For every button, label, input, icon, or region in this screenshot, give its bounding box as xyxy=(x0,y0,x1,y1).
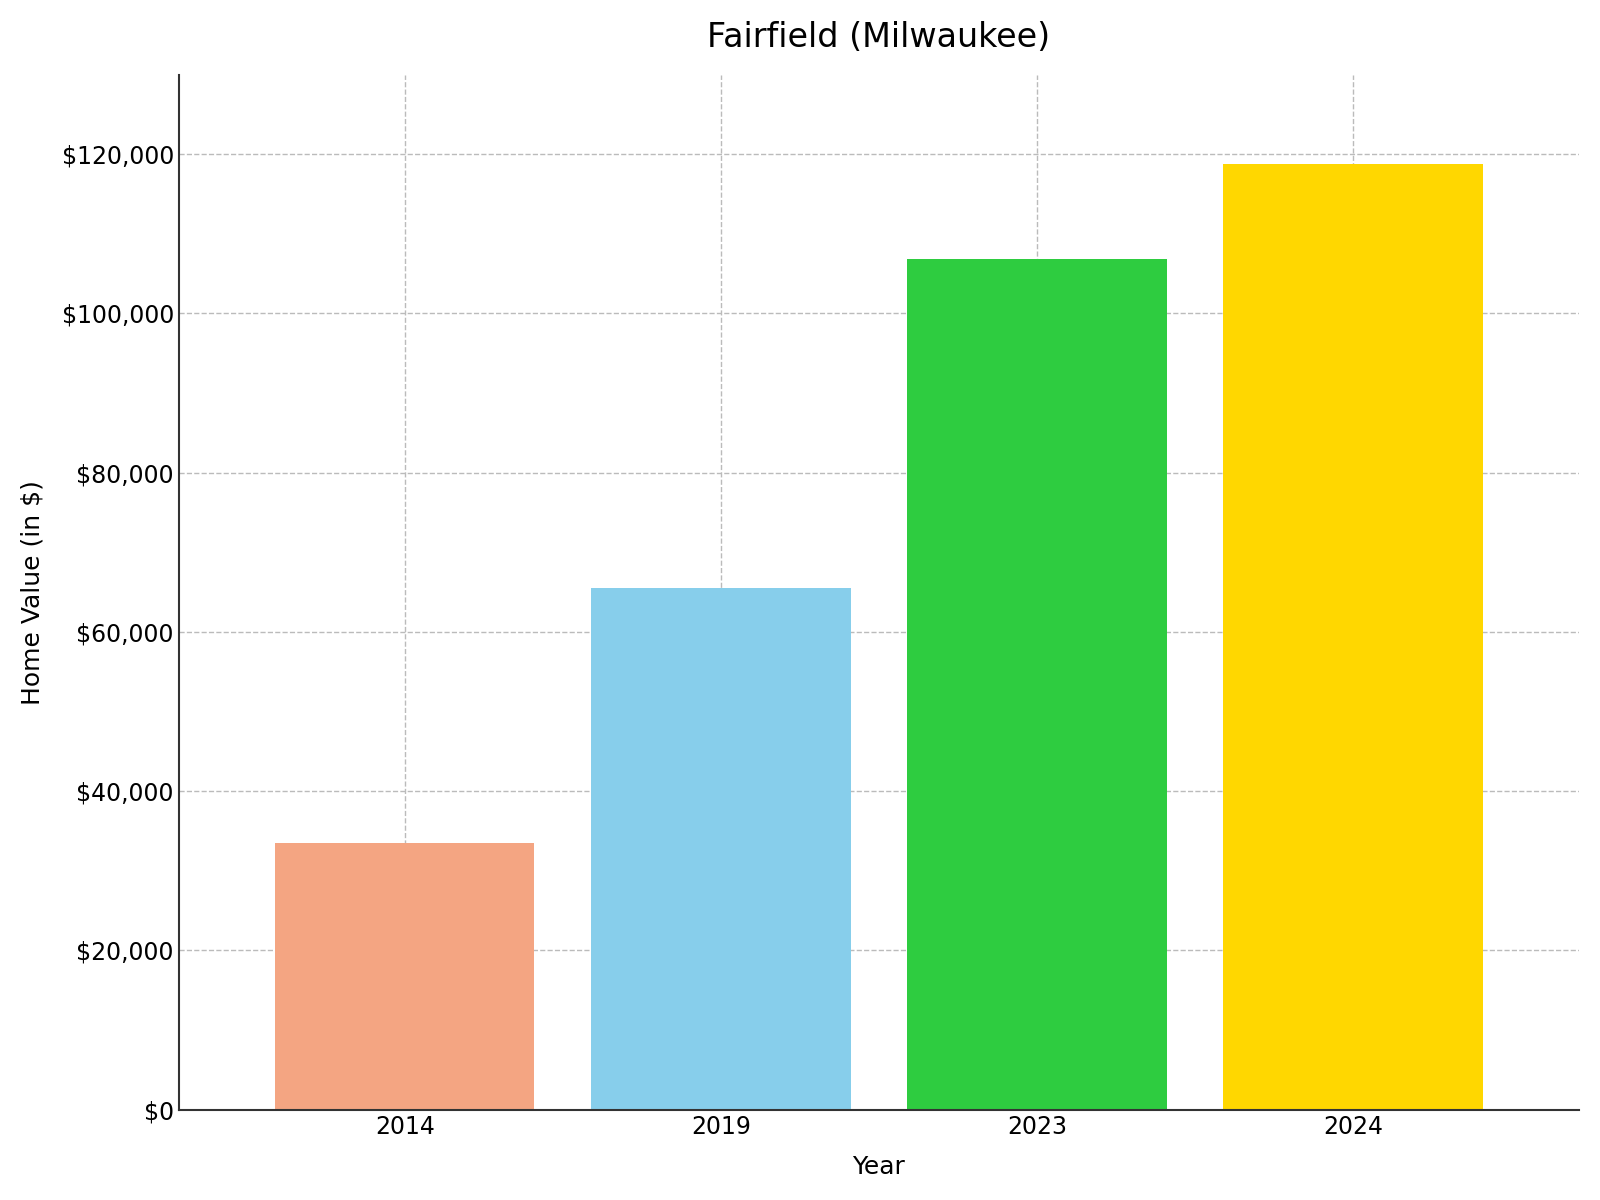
X-axis label: Year: Year xyxy=(853,1156,906,1180)
Bar xyxy=(1224,163,1483,1110)
Bar xyxy=(275,842,534,1110)
Y-axis label: Home Value (in $): Home Value (in $) xyxy=(21,480,45,704)
Bar xyxy=(592,588,851,1110)
Title: Fairfield (Milwaukee): Fairfield (Milwaukee) xyxy=(707,20,1051,54)
Bar xyxy=(907,259,1166,1110)
